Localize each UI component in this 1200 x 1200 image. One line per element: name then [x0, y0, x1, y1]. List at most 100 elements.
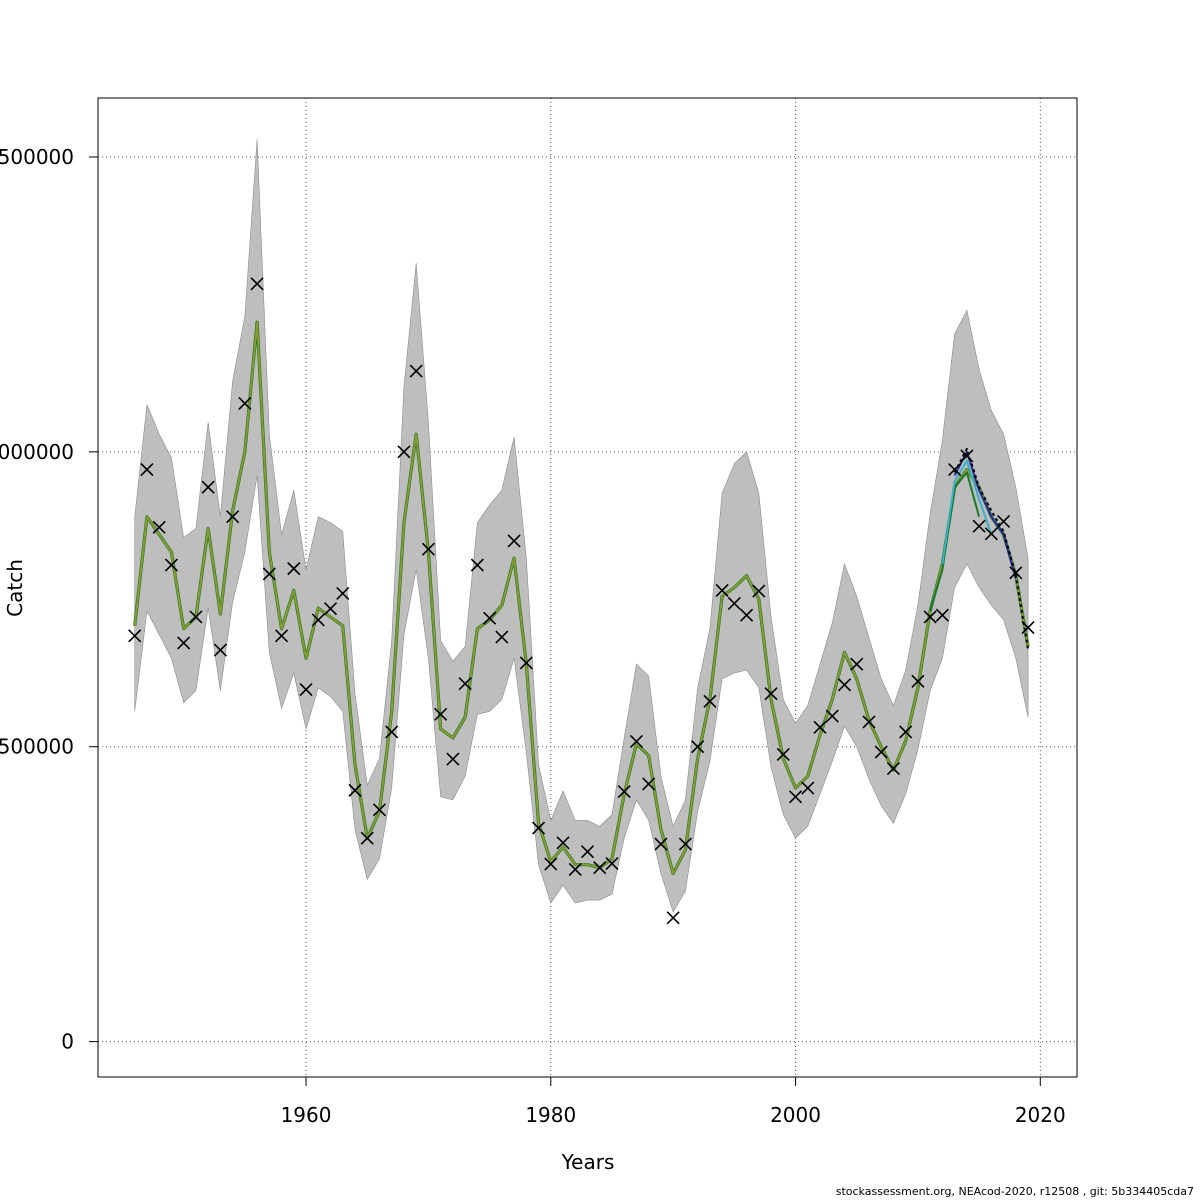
observed-point — [727, 596, 741, 610]
observed-point-stroke — [458, 677, 472, 691]
observed-point — [128, 629, 142, 643]
observed-point — [948, 462, 962, 477]
confidence-band — [134, 139, 1029, 913]
observed-point-stroke — [556, 836, 570, 850]
observed-point-stroke — [274, 629, 289, 643]
observed-point — [385, 725, 399, 739]
observed-point-stroke — [850, 657, 864, 671]
observed-point — [984, 527, 998, 541]
observed-point-stroke — [201, 480, 215, 494]
observed-point — [813, 720, 827, 734]
observed-point-stroke — [531, 821, 546, 835]
observed-point — [678, 837, 692, 851]
observed-point-stroke — [580, 845, 595, 859]
plot-frame — [97, 97, 1078, 1078]
observed-point — [201, 480, 215, 494]
observed-point — [421, 542, 435, 556]
observed-point-stroke — [960, 449, 974, 463]
observed-point-stroke — [740, 608, 754, 622]
observed-point — [274, 629, 289, 643]
observed-point — [642, 777, 656, 791]
observed-point-stroke — [128, 629, 142, 643]
observed-point-stroke — [593, 861, 607, 875]
observed-point — [605, 856, 619, 871]
observed-point-stroke — [642, 777, 656, 791]
x-axis: 1960 1980 2000 2020 — [281, 1077, 1066, 1127]
observed-point — [972, 519, 986, 533]
observed-point-stroke — [140, 462, 154, 477]
x-axis-title: Years — [561, 1150, 615, 1174]
observed-point — [531, 821, 546, 835]
observed-point-stroke — [250, 277, 264, 291]
observed-point — [997, 514, 1011, 529]
observed-point — [764, 687, 778, 701]
observed-point-stroke — [323, 602, 338, 616]
observed-point-stroke — [372, 803, 387, 817]
observed-point-stroke — [262, 567, 276, 581]
observed-point — [372, 803, 387, 817]
observed-point-stroke — [935, 608, 949, 622]
x-tick-label: 2020 — [1015, 1103, 1066, 1127]
observed-point — [397, 445, 411, 459]
observed-point — [691, 740, 705, 754]
observed-point-stroke — [886, 761, 901, 776]
observed-point-stroke — [434, 707, 448, 721]
observed-point — [801, 781, 815, 795]
observed-point-stroke — [385, 725, 399, 739]
observed-point-stroke — [788, 790, 803, 804]
observed-point-stroke — [801, 781, 815, 795]
observed-point-stroke — [862, 715, 876, 729]
observed-point-stroke — [605, 856, 619, 871]
observed-point — [226, 510, 240, 524]
observed-point — [152, 520, 166, 534]
x-tick-label: 1980 — [525, 1103, 576, 1127]
observed-point-stroke — [727, 596, 741, 610]
retro-line — [941, 459, 993, 565]
observed-point-stroke — [519, 656, 533, 670]
observed-point — [923, 610, 937, 624]
observed-point-stroke — [287, 562, 301, 576]
observed-point — [409, 364, 423, 378]
observed-point-stroke — [703, 694, 717, 708]
x-tick-label: 1960 — [281, 1103, 332, 1127]
observed-point-stroke — [213, 643, 227, 657]
observed-point — [862, 715, 876, 729]
observed-point-stroke — [752, 584, 766, 598]
observed-point — [348, 783, 362, 797]
observed-point-stroke — [1021, 621, 1035, 635]
observed-point-stroke — [544, 857, 558, 871]
observed-point — [311, 613, 325, 627]
observed-point — [935, 608, 949, 622]
observed-point-stroke — [776, 747, 790, 761]
observed-point — [715, 583, 729, 598]
observed-point — [886, 761, 901, 776]
observed-point-stroke — [299, 682, 313, 697]
observed-point-stroke — [837, 678, 852, 692]
footer-credit: stockassessment.org, NEAcod-2020, r12508… — [835, 1185, 1194, 1198]
observed-point — [960, 449, 974, 463]
observed-point-stroke — [495, 630, 509, 644]
observed-point — [1021, 621, 1035, 635]
observed-point — [164, 558, 178, 572]
observed-point-stroke — [972, 519, 986, 533]
observed-point-stroke — [715, 583, 729, 598]
observed-point-stroke — [360, 831, 374, 845]
observed-point — [617, 784, 631, 799]
observed-point-stroke — [874, 745, 888, 759]
observed-point — [495, 630, 509, 644]
observed-point-stroke — [568, 862, 582, 876]
observed-point-stroke — [421, 542, 435, 556]
observed-point — [776, 747, 790, 761]
y-tick-label: 0 — [61, 1030, 74, 1054]
y-tick-label: 500000 — [0, 735, 74, 759]
observed-point-stroke — [226, 510, 240, 524]
y-tick-label: 1500000 — [0, 145, 74, 169]
observed-point-stroke — [164, 558, 178, 572]
observed-point — [899, 725, 913, 739]
x-tick-label: 2000 — [770, 1103, 821, 1127]
observed-point — [470, 558, 484, 572]
observed-point — [360, 831, 374, 845]
observed-point-stroke — [617, 784, 631, 799]
observed-point — [666, 911, 680, 925]
